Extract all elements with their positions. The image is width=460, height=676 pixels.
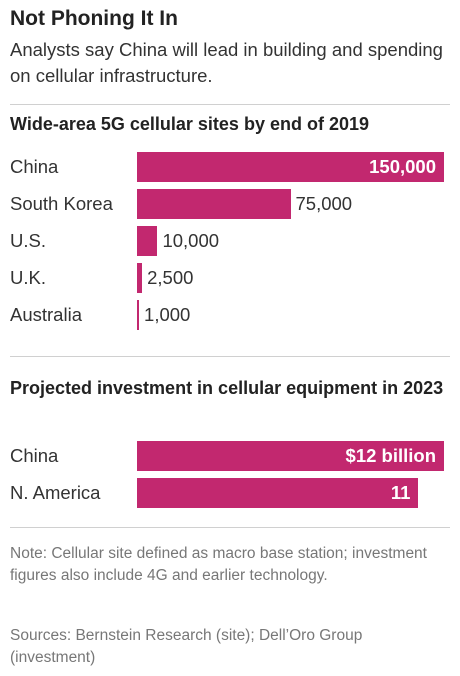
value-label: 150,000 (369, 156, 436, 177)
chart-title-5g-sites: Wide-area 5G cellular sites by end of 20… (10, 114, 369, 134)
category-label: China (10, 156, 59, 177)
headline: Not Phoning It In (10, 7, 178, 30)
divider-bottom (10, 527, 450, 528)
bar (137, 300, 140, 330)
category-label: China (10, 445, 59, 466)
category-label: Australia (10, 304, 82, 325)
bar-row-south-korea: South Korea 75,000 (0, 189, 460, 219)
value-label: $12 billion (345, 445, 436, 466)
bar-row-u-s: U.S. 10,000 (0, 226, 460, 256)
chart-5g-sites: China 150,000 South Korea 75,000 U.S. 10,000 U… (0, 152, 460, 332)
value-label: 75,000 (295, 193, 353, 214)
note-text: Note: Cellular site defined as macro bas… (10, 545, 427, 584)
bar (137, 189, 291, 219)
bar-row-china: China 150,000 (0, 152, 460, 182)
divider-middle (10, 356, 450, 357)
divider-top (10, 104, 450, 105)
category-label: South Korea (10, 193, 113, 214)
sources-text: Sources: Bernstein Research (site); Dell… (10, 627, 363, 666)
bar (137, 441, 444, 471)
chart-title-investment: Projected investment in cellular equipme… (10, 378, 444, 398)
bar (137, 478, 419, 508)
value-label: 10,000 (162, 230, 220, 251)
deck: Analysts say China will lead in building… (10, 39, 443, 86)
value-label: 2,500 (147, 267, 194, 288)
category-label: U.K. (10, 267, 46, 288)
bar-row-n-america: N. America 11 (0, 478, 460, 508)
chart-investment: China $12 billion N. America 11 (0, 441, 460, 511)
bar-row-u-k: U.K. 2,500 (0, 263, 460, 293)
bar (137, 152, 444, 182)
value-label: 1,000 (144, 304, 191, 325)
bar-row-china: China $12 billion (0, 441, 460, 471)
value-label: 11 (390, 482, 411, 503)
bar (137, 226, 158, 256)
category-label: U.S. (10, 230, 46, 251)
category-label: N. America (10, 482, 101, 503)
bar-row-australia: Australia 1,000 (0, 300, 460, 330)
bar (137, 263, 143, 293)
